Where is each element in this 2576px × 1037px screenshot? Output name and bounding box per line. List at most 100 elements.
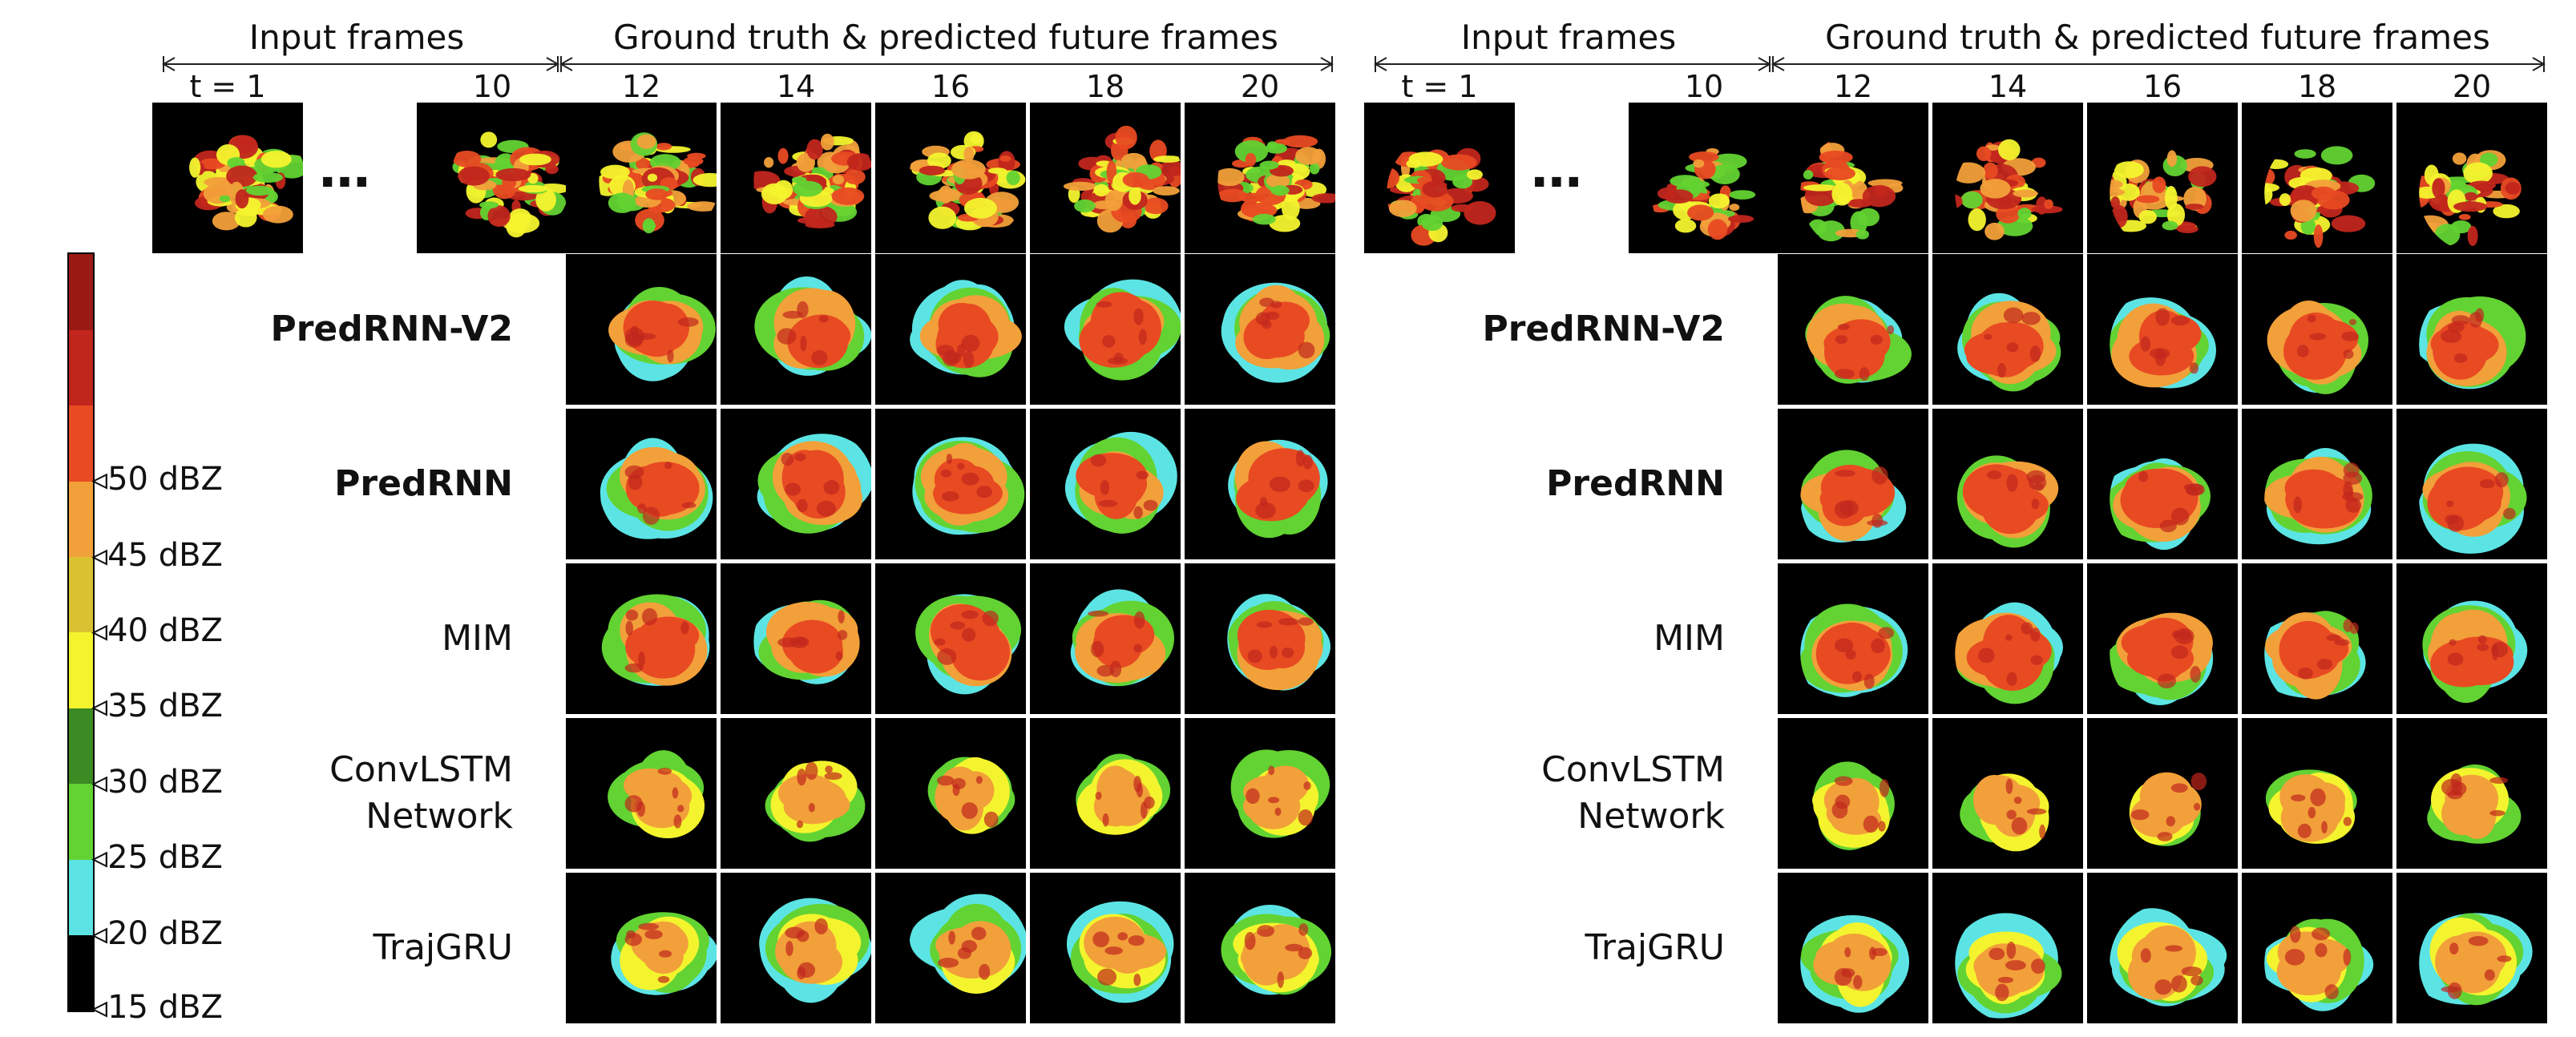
predicted-frame (1932, 563, 2083, 714)
predicted-frame (875, 254, 1026, 405)
model-row-label: PredRNN-V2 (270, 309, 513, 349)
predicted-frame (2396, 718, 2547, 869)
input-time-label: 10 (1684, 69, 1724, 104)
predicted-frame (2242, 563, 2392, 714)
ground-truth-frame (2396, 103, 2547, 253)
future-time-label: 20 (2452, 69, 2492, 104)
colorbar-segment (69, 783, 93, 860)
colorbar-segment (69, 934, 93, 1011)
ground-truth-frame (1778, 103, 1928, 253)
predicted-frame (1030, 718, 1181, 869)
predicted-frame (1778, 873, 1928, 1023)
predicted-frame (2396, 409, 2547, 559)
model-row-label: MIM (442, 618, 513, 659)
predicted-frame (1030, 409, 1181, 559)
model-row-label: PredRNN (1546, 463, 1725, 504)
input-frame (1629, 103, 1779, 253)
future-time-label: 20 (1240, 69, 1280, 104)
model-row-label: PredRNN-V2 (1482, 309, 1725, 349)
predicted-frame (1932, 409, 2083, 559)
predicted-frame (2242, 718, 2392, 869)
model-row-label: ConvLSTM Network (1541, 749, 1725, 837)
colorbar-segment (69, 481, 93, 558)
future-frames-header: Ground truth & predicted future frames (613, 18, 1278, 57)
input-time-label: t = 1 (189, 69, 266, 104)
ground-truth-frame (875, 103, 1026, 253)
predicted-frame (1185, 718, 1335, 869)
predicted-frame (1778, 254, 1928, 405)
ground-truth-frame (2242, 103, 2392, 253)
ground-truth-frame (1932, 103, 2083, 253)
ground-truth-frame (1030, 103, 1181, 253)
predicted-frame (721, 718, 871, 869)
future-time-label: 12 (621, 69, 661, 104)
predicted-frame (721, 409, 871, 559)
future-time-label: 16 (931, 69, 971, 104)
colorbar-tick-label: ◃45 dBZ (91, 536, 223, 574)
predicted-frame (875, 873, 1026, 1023)
predicted-frame (721, 254, 871, 405)
predicted-frame (721, 563, 871, 714)
predicted-frame (721, 873, 871, 1023)
predicted-frame (2396, 873, 2547, 1023)
predicted-frame (1932, 873, 2083, 1023)
future-time-label: 18 (1085, 69, 1125, 104)
predicted-frame (2087, 254, 2238, 405)
predicted-frame (1778, 718, 1928, 869)
input-range-arrow (1374, 54, 1771, 74)
predicted-frame (566, 718, 717, 869)
predicted-frame (2242, 873, 2392, 1023)
future-frames-header: Ground truth & predicted future frames (1825, 18, 2490, 57)
predicted-frame (2396, 563, 2547, 714)
input-time-label: 10 (472, 69, 512, 104)
input-frame (152, 103, 303, 253)
input-frames-header: Input frames (248, 18, 465, 57)
predicted-frame (1030, 873, 1181, 1023)
colorbar-tick-label: ◃30 dBZ (91, 763, 223, 801)
predicted-frame (1185, 873, 1335, 1023)
model-row-label: TrajGRU (1585, 927, 1725, 968)
predicted-frame (875, 409, 1026, 559)
colorbar-tick-label: ◃25 dBZ (91, 839, 223, 877)
predicted-frame (875, 563, 1026, 714)
predicted-frame (2087, 409, 2238, 559)
model-row-label: MIM (1653, 618, 1725, 659)
predicted-frame (1778, 563, 1928, 714)
colorbar-tick-label: ◃20 dBZ (91, 914, 223, 952)
future-time-label: 12 (1833, 69, 1873, 104)
model-row-label: ConvLSTM Network (329, 749, 513, 837)
input-frame (417, 103, 567, 253)
predicted-frame (1185, 563, 1335, 714)
predicted-frame (1185, 409, 1335, 559)
input-time-label: t = 1 (1401, 69, 1478, 104)
future-time-label: 14 (776, 69, 816, 104)
ellipsis: … (1531, 140, 1587, 200)
predicted-frame (2242, 254, 2392, 405)
predicted-frame (1932, 254, 2083, 405)
colorbar-segment (69, 329, 93, 406)
predicted-frame (566, 254, 717, 405)
future-range-arrow (1771, 54, 2546, 74)
predicted-frame (875, 718, 1026, 869)
colorbar-segment (69, 632, 93, 708)
predicted-frame (1932, 718, 2083, 869)
ground-truth-frame (566, 103, 717, 253)
predicted-frame (2087, 563, 2238, 714)
future-time-label: 18 (2297, 69, 2337, 104)
colorbar-segment (69, 859, 93, 936)
colorbar-tick-label: ◃15 dBZ (91, 989, 223, 1026)
predicted-frame (566, 409, 717, 559)
colorbar-segment (69, 708, 93, 785)
input-range-arrow (162, 54, 559, 74)
predicted-frame (566, 563, 717, 714)
colorbar-segments (69, 254, 93, 1011)
colorbar-tick-label: ◃50 dBZ (91, 461, 223, 498)
colorbar-segment (69, 556, 93, 633)
predicted-frame (1778, 409, 1928, 559)
predicted-frame (1030, 563, 1181, 714)
predicted-frame (566, 873, 717, 1023)
colorbar-segment (69, 254, 93, 330)
input-frame (1364, 103, 1515, 253)
colorbar-tick-label: ◃35 dBZ (91, 688, 223, 725)
model-row-label: PredRNN (334, 463, 513, 504)
